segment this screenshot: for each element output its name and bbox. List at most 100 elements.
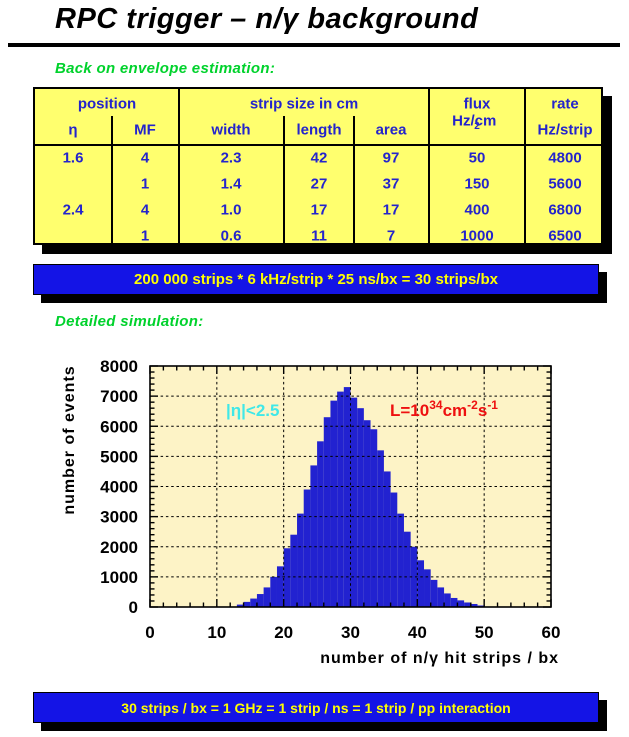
- histogram-bar: [343, 387, 351, 607]
- table-group-rate: rate: [551, 95, 579, 113]
- table-line: [178, 89, 180, 243]
- table-cell: 5600: [548, 175, 582, 193]
- table-cell: 150: [464, 175, 490, 193]
- x-axis-title: number of n/γ hit strips / bx: [320, 650, 559, 667]
- table-cell: 1.0: [220, 201, 242, 219]
- histogram-bar: [283, 548, 291, 607]
- table-line: [283, 116, 285, 243]
- histogram-bar: [256, 594, 264, 607]
- flux-unit-base: Hz/cm: [452, 112, 497, 130]
- table-line: [353, 116, 355, 243]
- histogram-chart: 0 10 20 30 40 50 60 0 1000 2000 3000 4000 5000 6000 70…: [61, 357, 561, 667]
- histogram-bar: [383, 471, 391, 607]
- table-cell: 1: [140, 227, 150, 245]
- histogram-bar: [290, 534, 298, 607]
- table-header-area: area: [375, 121, 407, 139]
- table-cell: 17: [382, 201, 400, 219]
- histogram-bar: [370, 429, 378, 607]
- title-underline: [8, 43, 620, 47]
- histogram-bar: [357, 408, 364, 607]
- histogram-bar: [410, 546, 418, 607]
- table-header-flux-unit: Hz/cm 2: [452, 113, 496, 139]
- simulation-heading: Detailed simulation:: [55, 313, 204, 330]
- y-tick-label: 3000: [100, 508, 138, 527]
- histogram-bar: [303, 489, 311, 607]
- table-line: [524, 89, 526, 243]
- estimate-banner: 200 000 strips * 6 kHz/strip * 25 ns/bx …: [33, 264, 599, 295]
- y-tick-label: 4000: [100, 478, 138, 497]
- y-tick-label: 1000: [100, 568, 138, 587]
- y-tick-label: 2000: [100, 538, 138, 557]
- annotation-luminosity: L=1034cm-2s-1: [390, 398, 498, 420]
- histogram-bar: [444, 593, 451, 607]
- y-tick-label: 8000: [100, 357, 138, 376]
- histogram-bar: [310, 465, 318, 607]
- histogram-bar: [350, 397, 358, 607]
- histogram-bar: [270, 576, 277, 607]
- histogram-bar: [297, 513, 304, 607]
- table-cell: 2.4: [62, 201, 84, 219]
- histogram-bar: [390, 492, 398, 607]
- histogram-bar: [337, 391, 344, 607]
- table-cell: 6500: [548, 227, 582, 245]
- table-header-rate-unit: Hz/strip: [537, 121, 593, 139]
- x-tick-label: 40: [408, 623, 427, 642]
- table-group-position: position: [77, 95, 137, 113]
- table-line: [428, 89, 430, 243]
- table-line: [111, 116, 113, 243]
- x-tick-label: 0: [145, 623, 154, 642]
- table-cell: 1: [140, 175, 150, 193]
- table-line: [35, 144, 601, 146]
- histogram-bar: [403, 531, 411, 607]
- table-group-stripsize: strip size in cm: [249, 95, 359, 113]
- histogram-bar: [236, 604, 244, 607]
- y-tick-label: 0: [129, 598, 138, 617]
- x-tick-label: 10: [207, 623, 226, 642]
- histogram-bar: [457, 600, 465, 607]
- table-cell: 7: [386, 227, 396, 245]
- table-cell: 37: [382, 175, 400, 193]
- histogram-bar: [330, 400, 338, 607]
- table-header-width: width: [211, 121, 251, 139]
- x-tick-label: 50: [475, 623, 494, 642]
- annotation-eta-cut: |η|<2.5: [226, 401, 279, 420]
- rate-banner: 30 strips / bx = 1 GHz = 1 strip / ns = …: [33, 692, 599, 723]
- x-tick-label: 30: [341, 623, 360, 642]
- histogram-bar: [250, 598, 257, 607]
- table-cell: 4: [140, 149, 150, 167]
- histogram-bar: [363, 420, 371, 607]
- table-cell: 6800: [548, 201, 582, 219]
- table-cell: 27: [310, 175, 328, 193]
- histogram-bar: [263, 587, 271, 607]
- table-cell: 17: [310, 201, 328, 219]
- table-cell: 2.3: [220, 149, 242, 167]
- histogram-bar: [450, 597, 458, 607]
- histogram-bar: [437, 587, 445, 607]
- table-cell: 1.6: [62, 149, 84, 167]
- table-cell: 4800: [548, 149, 582, 167]
- x-tick-label: 20: [274, 623, 293, 642]
- table-cell: 1000: [460, 227, 494, 245]
- y-tick-label: 7000: [100, 387, 138, 406]
- y-tick-label: 6000: [100, 417, 138, 436]
- y-tick-label: 5000: [100, 447, 138, 466]
- table-cell: 11: [311, 227, 327, 245]
- table-cell: 97: [382, 149, 400, 167]
- histogram-bar: [323, 417, 331, 607]
- table-header-mf: MF: [134, 121, 156, 139]
- estimation-heading: Back on envelope estimation:: [55, 60, 276, 77]
- table-cell: 50: [468, 149, 486, 167]
- histogram-bar: [317, 441, 324, 607]
- table-header-length: length: [296, 121, 342, 139]
- histogram-bar: [276, 566, 284, 607]
- histogram-bar: [464, 602, 471, 607]
- histogram-bar: [417, 560, 425, 607]
- table-cell: 42: [310, 149, 328, 167]
- flux-unit-exponent: 2: [474, 121, 480, 132]
- table-cell: 400: [464, 201, 490, 219]
- x-tick-label: 60: [542, 623, 561, 642]
- page-title: RPC trigger – n/γ background: [55, 3, 479, 35]
- table-cell: 0.6: [220, 227, 242, 245]
- y-axis-title: number of events: [61, 365, 78, 514]
